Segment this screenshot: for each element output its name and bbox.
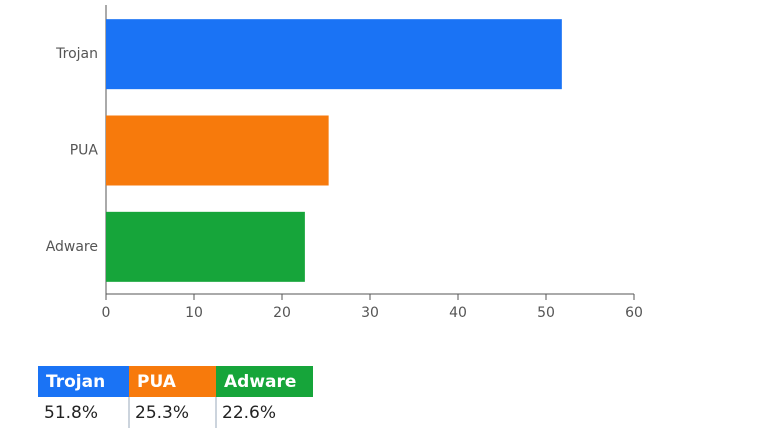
bar	[106, 19, 562, 90]
x-tick-label: 50	[537, 305, 555, 321]
value-label: 22.6%	[222, 403, 276, 423]
legend-label: Trojan	[46, 372, 105, 392]
x-tick-label: 40	[449, 305, 467, 321]
y-tick-label: PUA	[70, 143, 99, 159]
x-tick-label: 10	[185, 305, 203, 321]
value-label: 25.3%	[135, 403, 189, 423]
y-tick-label: Adware	[46, 239, 98, 255]
legend-swatch	[216, 366, 313, 397]
x-tick-label: 0	[102, 305, 111, 321]
x-tick-label: 30	[361, 305, 379, 321]
bar	[106, 115, 329, 186]
y-tick-label: Trojan	[55, 46, 98, 62]
value-label: 51.8%	[44, 403, 98, 423]
legend-swatch	[129, 366, 216, 397]
legend-swatch	[38, 366, 129, 397]
x-tick-label: 20	[273, 305, 291, 321]
bar	[106, 211, 305, 282]
legend-label: PUA	[137, 372, 177, 392]
x-tick-label: 60	[625, 305, 643, 321]
legend-label: Adware	[224, 372, 296, 392]
